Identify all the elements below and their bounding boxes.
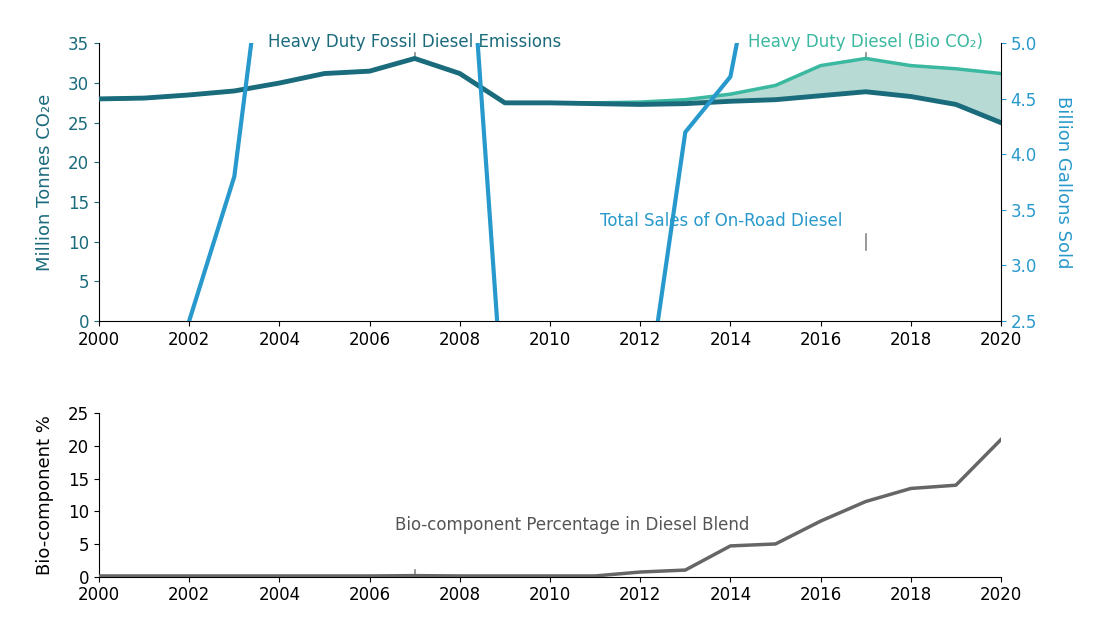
Y-axis label: Bio-component %: Bio-component % (36, 415, 54, 575)
Text: Bio-component Percentage in Diesel Blend: Bio-component Percentage in Diesel Blend (395, 516, 750, 534)
Y-axis label: Billion Gallons Sold: Billion Gallons Sold (1054, 96, 1071, 268)
Text: Heavy Duty Fossil Diesel Emissions: Heavy Duty Fossil Diesel Emissions (268, 32, 561, 51)
Text: Heavy Duty Diesel (Bio CO₂): Heavy Duty Diesel (Bio CO₂) (748, 32, 983, 51)
Y-axis label: Million Tonnes CO₂e: Million Tonnes CO₂e (36, 94, 54, 271)
Text: Total Sales of On-Road Diesel: Total Sales of On-Road Diesel (601, 211, 843, 229)
